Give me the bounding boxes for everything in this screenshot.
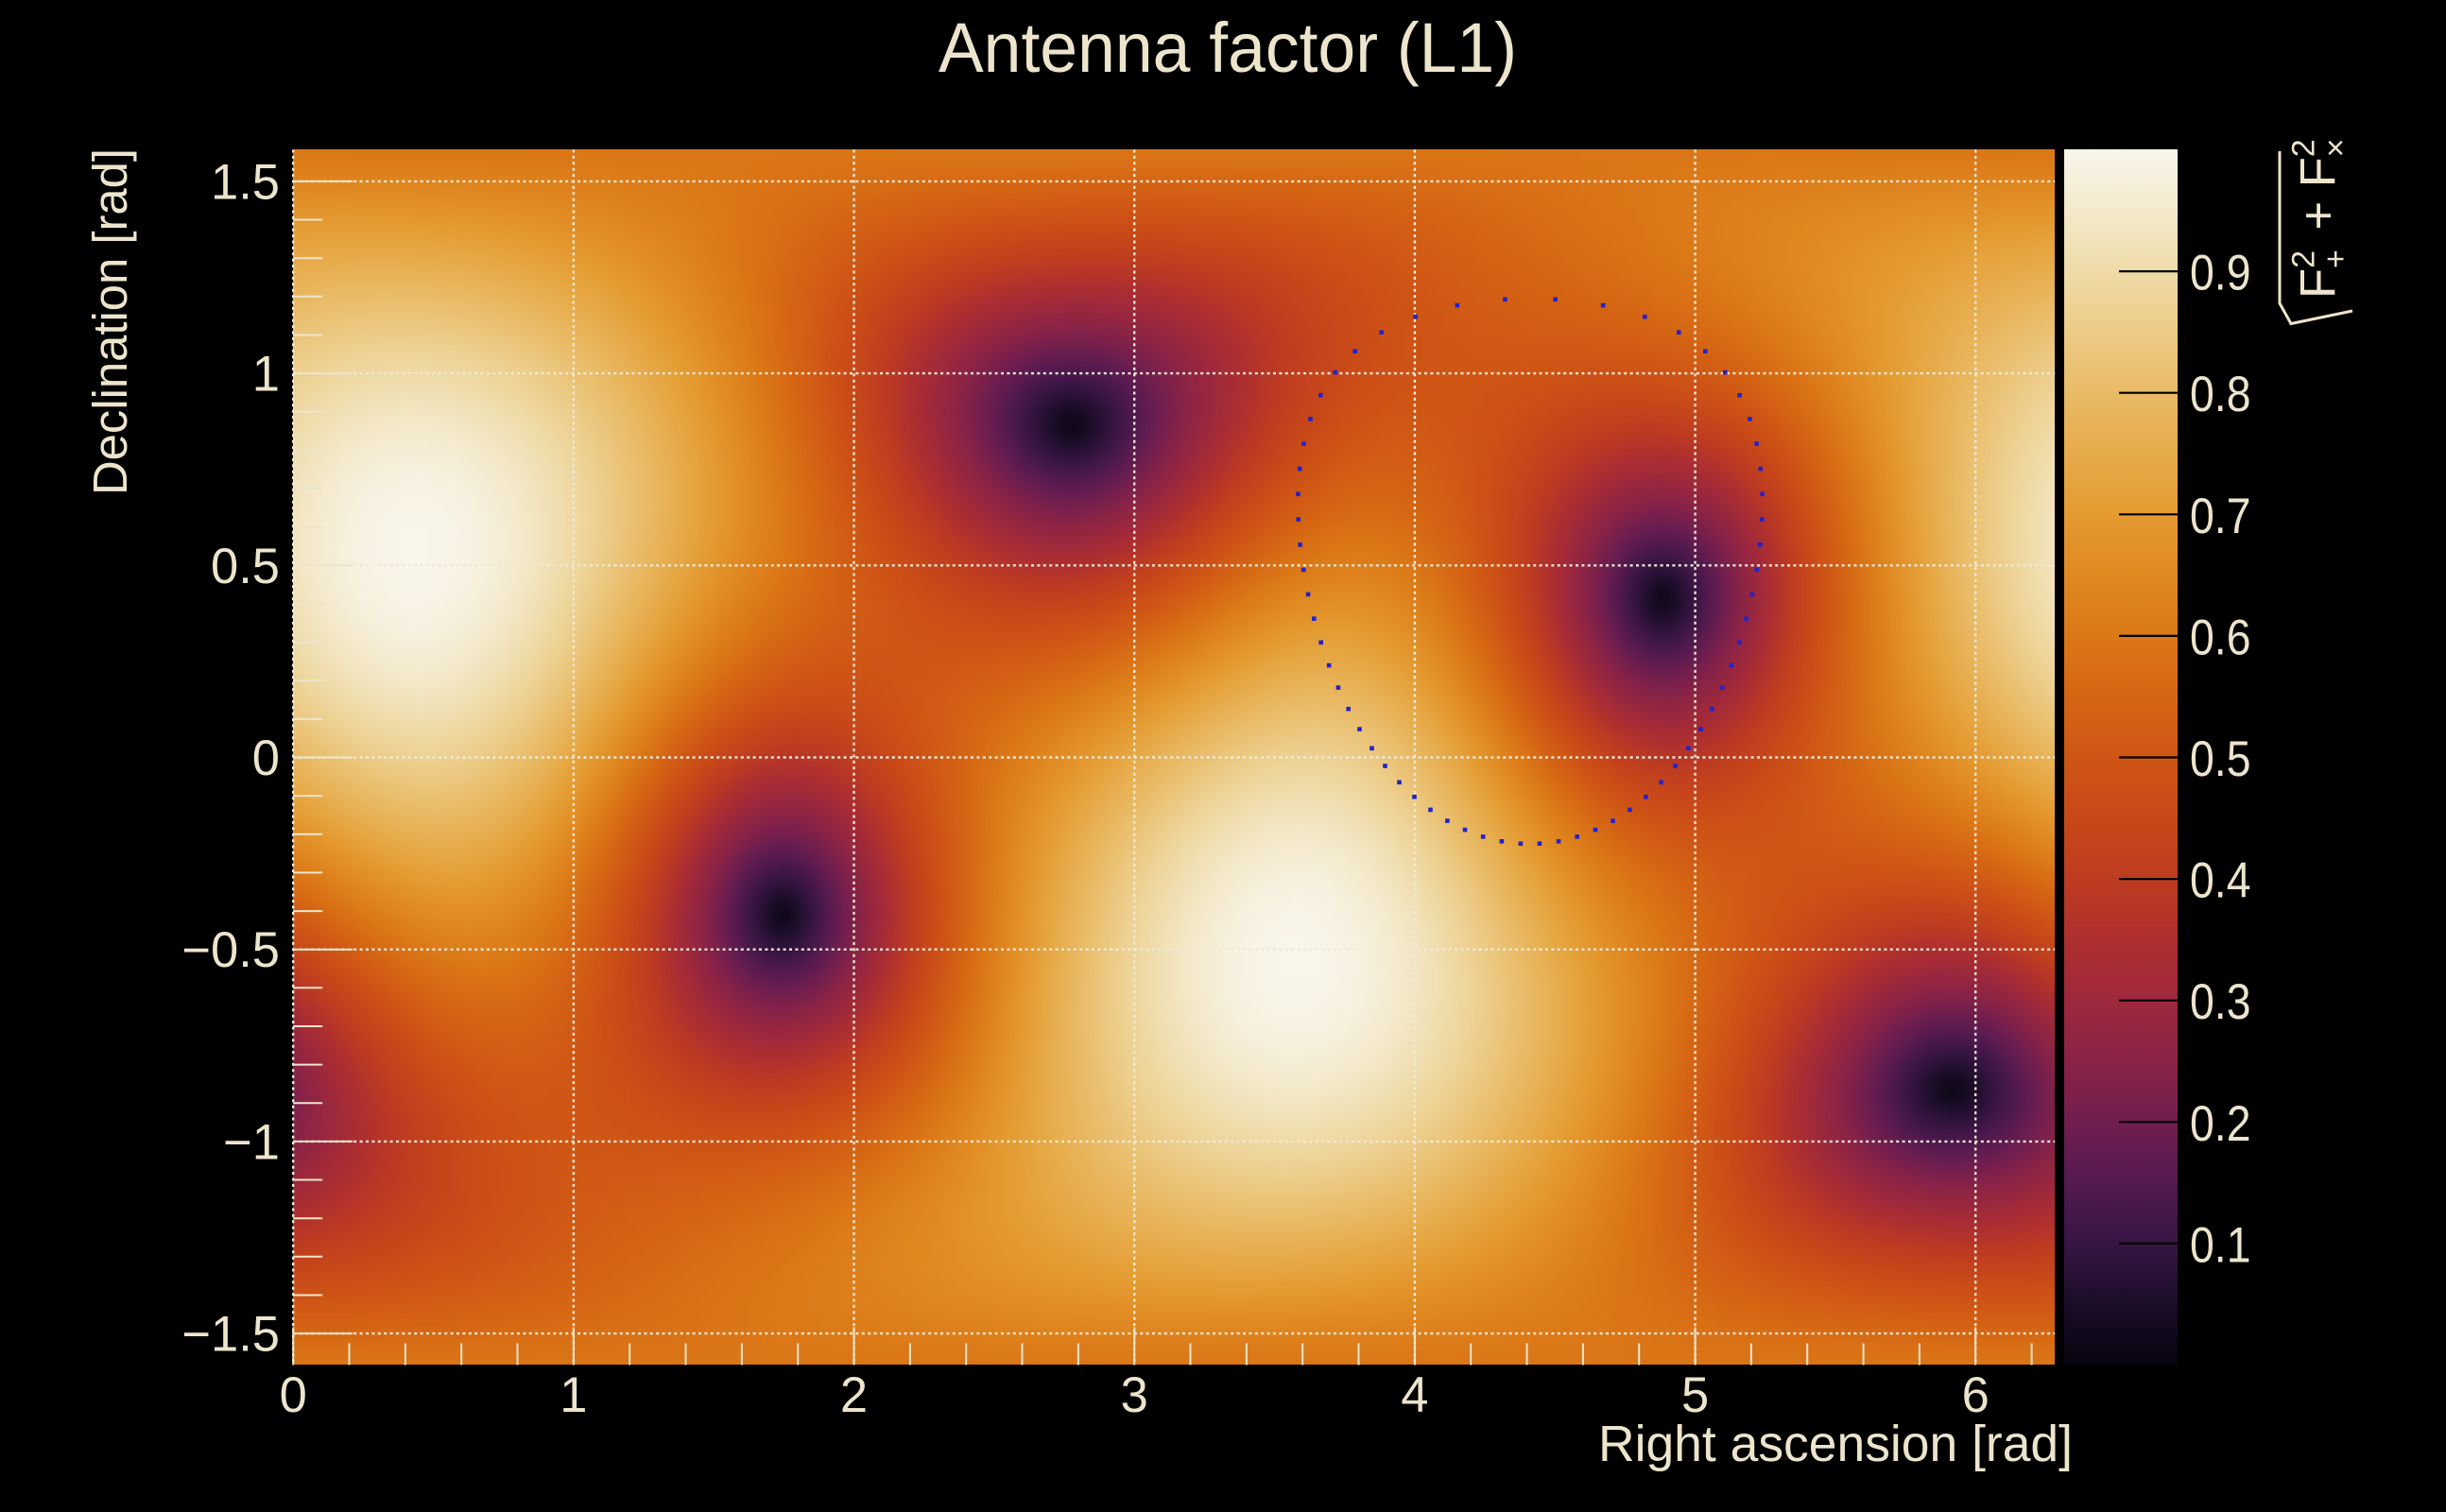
- svg-text:−1: −1: [223, 1114, 280, 1170]
- svg-text:0.1: 0.1: [2190, 1217, 2251, 1273]
- svg-text:−0.5: −0.5: [181, 922, 280, 978]
- svg-text:0: 0: [252, 730, 280, 786]
- svg-text:Antenna factor (L1): Antenna factor (L1): [939, 9, 1517, 87]
- svg-text:−1.5: −1.5: [181, 1307, 280, 1363]
- svg-text:1.5: 1.5: [211, 154, 280, 210]
- svg-text:0.8: 0.8: [2190, 367, 2251, 422]
- svg-text:F2+ + F2×: F2+ + F2×: [2286, 138, 2354, 299]
- svg-text:0.5: 0.5: [211, 539, 280, 594]
- svg-text:0.9: 0.9: [2190, 246, 2251, 301]
- svg-text:3: 3: [1121, 1367, 1148, 1423]
- svg-text:0.4: 0.4: [2190, 853, 2251, 909]
- svg-text:0.5: 0.5: [2190, 731, 2251, 787]
- svg-text:5: 5: [1681, 1367, 1709, 1423]
- svg-text:2: 2: [840, 1367, 868, 1423]
- svg-text:0: 0: [280, 1367, 307, 1423]
- svg-text:0.6: 0.6: [2190, 610, 2251, 665]
- svg-text:0.2: 0.2: [2190, 1096, 2251, 1152]
- svg-text:Right ascension [rad]: Right ascension [rad]: [1598, 1416, 2073, 1472]
- svg-text:4: 4: [1401, 1367, 1428, 1423]
- svg-text:Declination [rad]: Declination [rad]: [83, 148, 137, 495]
- svg-text:6: 6: [1962, 1367, 1990, 1423]
- svg-text:0.7: 0.7: [2190, 489, 2251, 544]
- svg-text:1: 1: [252, 347, 280, 403]
- svg-text:0.3: 0.3: [2190, 974, 2251, 1030]
- svg-text:1: 1: [560, 1367, 587, 1423]
